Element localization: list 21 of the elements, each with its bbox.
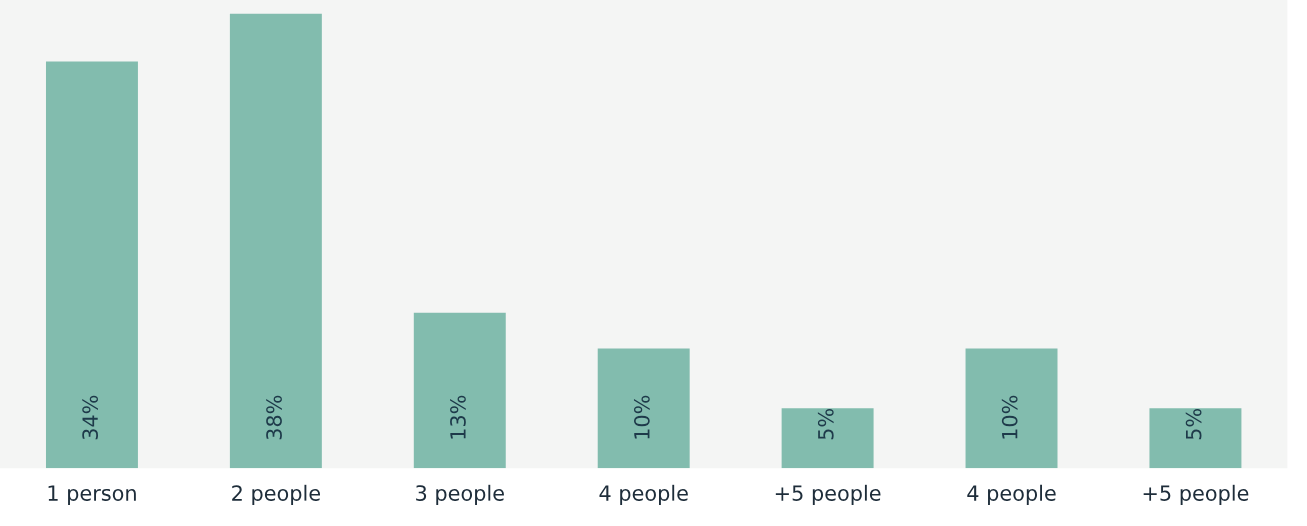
data-label: 10% [1001,395,1018,439]
data-label: 5% [817,408,834,440]
bar [965,348,1058,469]
data-label: 13% [450,395,466,439]
x-tick-label: 1 person [48,485,136,505]
x-tick-label: 4 people [599,484,688,505]
bar [597,348,690,469]
x-tick-label: 2 people [232,484,321,505]
data-label: 5% [1185,408,1202,440]
bar [781,408,874,469]
x-tick-label: 4 people [967,484,1056,505]
x-tick-label: +5 people [1143,484,1249,505]
bar [1149,408,1242,469]
bar [229,13,322,469]
x-tick-label: +5 people [775,484,881,505]
bar [45,61,138,469]
data-label: 34% [82,395,98,440]
data-label: 10% [633,395,650,439]
data-label: 38% [266,395,282,440]
x-tick-label: 3 people [416,484,504,505]
bar [413,312,506,469]
